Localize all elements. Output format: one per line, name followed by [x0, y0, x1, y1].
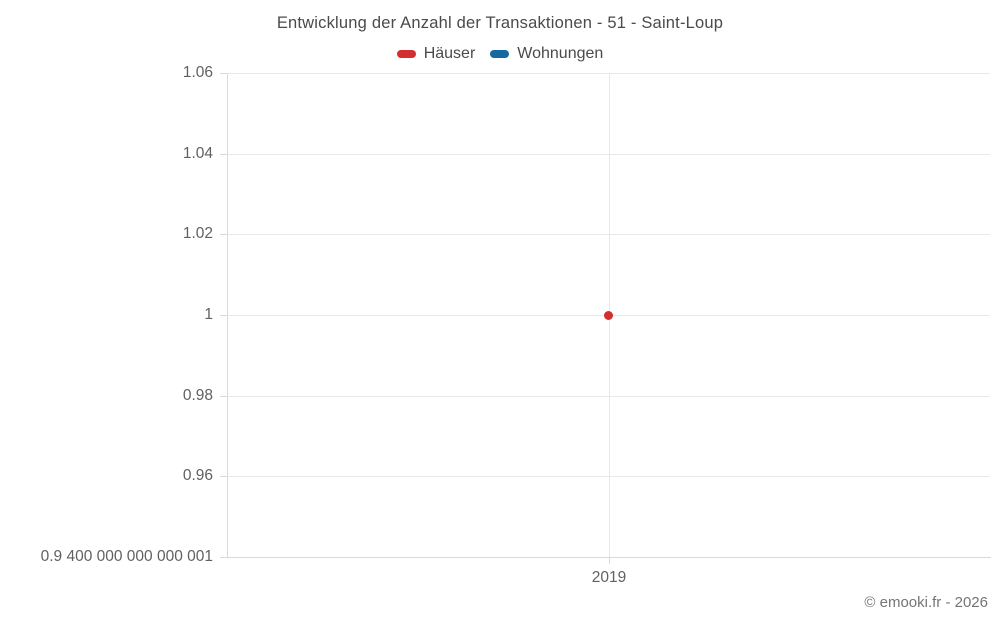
ytick-label: 1.06	[182, 64, 213, 81]
y-axis-tick	[220, 396, 227, 397]
legend-label-haeuser: Häuser	[423, 45, 476, 62]
x-axis-tick	[609, 558, 610, 564]
y-axis-tick	[220, 73, 227, 74]
chart-title: Entwicklung der Anzahl der Transaktionen…	[276, 14, 724, 32]
ytick-label: 0.98	[182, 387, 213, 404]
y-axis-tick	[220, 315, 227, 316]
y-axis-tick	[220, 476, 227, 477]
gridline-horizontal	[227, 234, 990, 235]
y-axis-tick	[220, 234, 227, 235]
legend-swatch-wohnungen	[490, 50, 510, 58]
xtick-label: 2019	[591, 569, 627, 586]
ytick-label: 1	[204, 306, 213, 323]
data-point-häuser[interactable]	[604, 310, 613, 320]
gridline-horizontal	[227, 73, 990, 74]
legend-swatch-haeuser	[396, 50, 416, 58]
gridline-horizontal	[227, 476, 990, 477]
legend-item-wohnungen[interactable]: Wohnungen	[490, 45, 603, 63]
y-axis-tick	[220, 557, 227, 558]
ytick-label: 1.04	[182, 145, 213, 162]
legend-item-haeuser[interactable]: Häuser	[396, 45, 476, 63]
y-axis-tick	[220, 154, 227, 155]
ytick-label: 1.02	[182, 225, 213, 242]
ytick-label: 0.9 400 000 000 000 001	[40, 548, 213, 565]
ytick-label: 0.96	[182, 467, 213, 484]
legend-label-wohnungen: Wohnungen	[517, 45, 604, 62]
chart-legend: Häuser Wohnungen	[0, 45, 1000, 63]
gridline-horizontal	[227, 154, 990, 155]
gridline-horizontal	[227, 396, 990, 397]
footer-credit: © emooki.fr - 2026	[864, 594, 988, 611]
